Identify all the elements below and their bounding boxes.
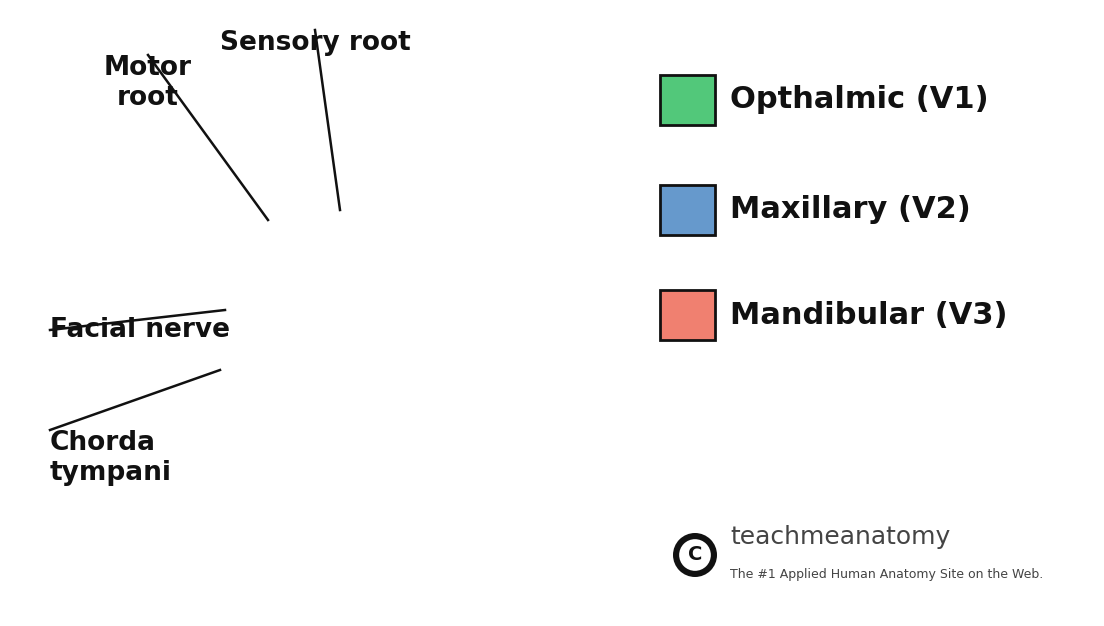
Text: teachmeanatomy: teachmeanatomy (730, 525, 951, 549)
Circle shape (673, 533, 716, 577)
Text: Mandibular (V3): Mandibular (V3) (730, 300, 1008, 329)
Bar (660, 75, 715, 125)
Text: Facial nerve: Facial nerve (50, 317, 230, 343)
Text: Sensory root: Sensory root (220, 30, 411, 56)
Circle shape (679, 539, 711, 571)
Bar (660, 185, 715, 235)
Text: C: C (688, 545, 702, 565)
Text: The #1 Applied Human Anatomy Site on the Web.: The #1 Applied Human Anatomy Site on the… (730, 568, 1043, 581)
Text: Chorda
tympani: Chorda tympani (50, 430, 172, 486)
Bar (660, 290, 715, 340)
Text: Motor
root: Motor root (104, 55, 192, 111)
Text: Opthalmic (V1): Opthalmic (V1) (730, 86, 988, 115)
Text: Maxillary (V2): Maxillary (V2) (730, 195, 970, 225)
